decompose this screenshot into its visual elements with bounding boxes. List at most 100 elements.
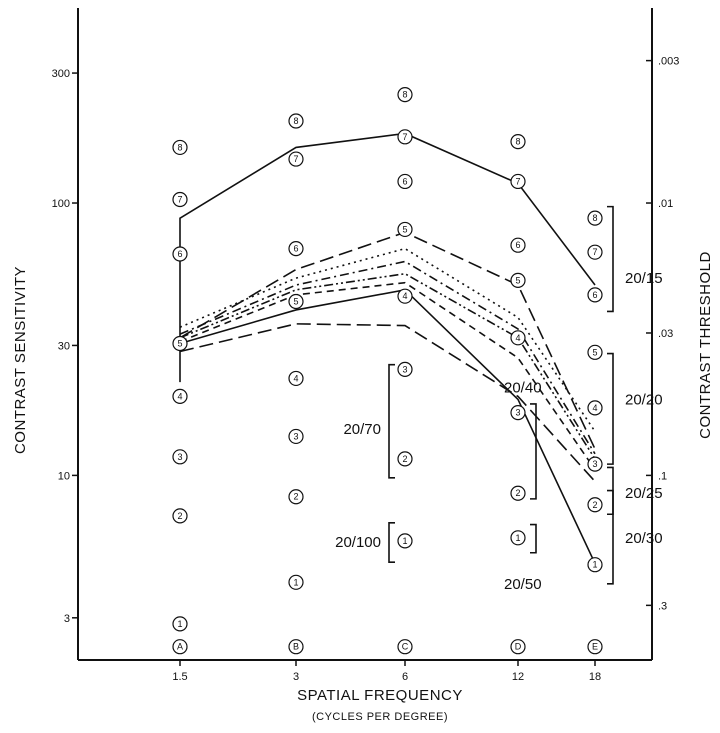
patch-marker-label: 5 [293, 296, 298, 306]
patch-marker: 5 [587, 344, 603, 360]
patch-marker-circle [172, 139, 188, 156]
patch-marker-label: 5 [402, 224, 407, 234]
y-right-tick-label: .03 [658, 328, 673, 340]
patch-marker: 5 [172, 335, 188, 352]
y-left-tick-label: 300 [52, 68, 70, 80]
patch-marker-label: 8 [515, 137, 520, 147]
patch-marker-label: 4 [592, 403, 597, 413]
column-letter-marker-label: C [402, 642, 409, 652]
series-line-3 [179, 231, 596, 450]
patch-marker: 6 [397, 173, 413, 190]
column-letter-marker: D [510, 639, 526, 655]
patch-marker-circle [288, 428, 304, 445]
patch-marker-circle [397, 361, 413, 377]
patch-marker: 1 [288, 574, 304, 590]
series-line-5 [179, 260, 596, 455]
patch-marker-circle [587, 287, 603, 303]
patch-marker-circle [288, 489, 304, 505]
column-letter-marker-circle [510, 639, 526, 655]
patch-marker: 4 [172, 388, 188, 404]
patch-marker: 3 [587, 456, 603, 472]
patch-marker-circle [587, 210, 603, 226]
patch-marker-circle [510, 530, 526, 546]
patch-marker: 6 [288, 241, 304, 257]
y-left-tick-label: 30 [58, 340, 70, 352]
patch-marker: 2 [288, 489, 304, 505]
patch-marker-label: 1 [177, 619, 182, 629]
patch-marker-circle [587, 400, 603, 416]
patch-marker-circle [587, 344, 603, 360]
patch-marker-circle [172, 191, 188, 208]
acuity-bracket [530, 523, 537, 554]
acuity-bracket [607, 205, 614, 313]
acuity-label: 20/20 [625, 391, 663, 408]
patch-marker-label: 2 [293, 492, 298, 502]
column-letter-marker: C [397, 639, 413, 655]
patch-marker-circle [587, 244, 603, 260]
patch-marker-circle [288, 151, 304, 167]
acuity-label: 20/100 [335, 534, 381, 551]
patch-marker-label: 4 [177, 391, 182, 401]
patch-marker: 8 [288, 113, 304, 129]
y-left-tick-label: 3 [64, 613, 70, 625]
column-letter-marker-circle [288, 639, 304, 655]
patch-marker-label: 5 [592, 347, 597, 357]
patch-markers-group: 1 2 3 4 5 6 7 8 1 2 3 4 5 6 7 8 1 2 3 4 5 6 7 8 1 2 3 4 5 6 7 8 1 2 3 4 5 6 7 8… [172, 87, 603, 655]
y-right-tick-label: .003 [658, 56, 679, 68]
patch-marker-circle [397, 451, 413, 467]
patch-marker-label: 6 [177, 249, 182, 259]
y-left-tick-label: 10 [58, 470, 70, 482]
patch-marker-circle [510, 405, 526, 421]
patch-marker-label: 1 [592, 560, 597, 570]
patch-marker-circle [288, 370, 304, 387]
patch-marker-circle [288, 293, 304, 310]
patch-marker: 8 [172, 139, 188, 156]
patch-marker: 7 [397, 129, 413, 145]
x-tick-label: 1.5 [172, 671, 187, 683]
patch-marker-circle [172, 508, 188, 524]
series-line-8 [179, 323, 596, 482]
patch-marker-label: 6 [402, 176, 407, 186]
patch-marker-label: 4 [293, 373, 298, 383]
axes-group [77, 8, 653, 661]
patch-marker: 7 [172, 191, 188, 208]
patch-marker-label: 2 [402, 454, 407, 464]
patch-marker-label: 2 [592, 500, 597, 510]
patch-marker: 8 [510, 134, 526, 150]
patch-marker-label: 3 [515, 408, 520, 418]
patch-marker-label: 7 [592, 247, 597, 257]
patch-marker-circle [510, 237, 526, 253]
patch-marker: 3 [510, 405, 526, 421]
column-letter-marker-label: B [293, 642, 299, 652]
patch-marker: 4 [510, 330, 526, 346]
series-line-2 [179, 288, 596, 564]
x-tick-label: 12 [512, 671, 524, 683]
patch-marker-circle [288, 241, 304, 257]
y-right-tick-label: .3 [658, 600, 667, 612]
patch-marker-circle [587, 557, 603, 573]
patch-marker-circle [587, 456, 603, 472]
patch-marker: 3 [172, 449, 188, 465]
patch-marker: 2 [172, 508, 188, 524]
patch-marker: 1 [397, 533, 413, 549]
patch-marker-label: 4 [402, 291, 407, 301]
patch-marker: 1 [172, 616, 188, 632]
patch-marker-circle [172, 246, 188, 262]
patch-marker-circle [587, 497, 603, 513]
patch-marker-circle [397, 173, 413, 190]
patch-marker-label: 7 [293, 154, 298, 164]
patch-marker: 6 [172, 246, 188, 262]
acuity-brackets-group: 20/15 20/20 20/25 20/30 20/40 20/50 20/70 20/10… [335, 205, 663, 593]
series-line-1 [179, 132, 596, 383]
y-axis-left-title: CONTRAST SENSITIVITY [12, 266, 29, 454]
x-tick-label: 18 [589, 671, 601, 683]
y-left-tick-label: 100 [52, 198, 70, 210]
patch-marker-label: 5 [515, 275, 520, 285]
acuity-bracket [607, 489, 614, 585]
column-letter-marker-label: D [515, 642, 522, 652]
patch-marker-circle [510, 272, 526, 288]
column-letter-marker: B [288, 639, 304, 655]
patch-marker-circle [397, 288, 413, 304]
